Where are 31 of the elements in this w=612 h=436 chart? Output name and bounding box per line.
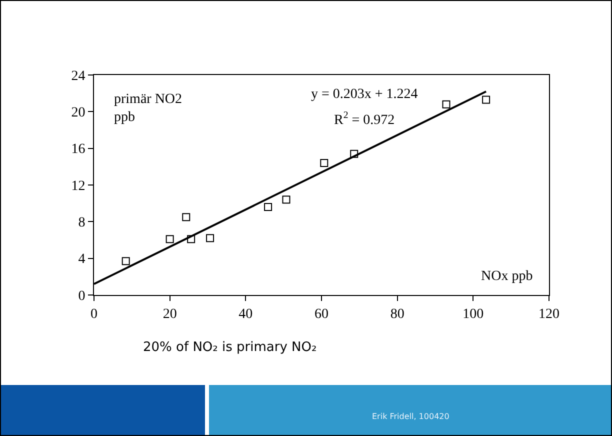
- y-tick-label: 16: [71, 142, 86, 158]
- x-tick-label: 100: [462, 306, 484, 322]
- point: [122, 257, 130, 266]
- x-tick-label: 40: [238, 306, 253, 322]
- y-tick-label: 12: [71, 178, 86, 194]
- x-tick-label: 60: [314, 306, 328, 322]
- point: [320, 159, 328, 167]
- y-axis-title: primär NO2 ppb: [114, 92, 182, 126]
- point: [206, 234, 214, 242]
- x-axis-title: NOx ppb: [481, 269, 533, 284]
- text: Erik Fridell, 100420: [372, 412, 450, 421]
- y-tick-label: 8: [78, 216, 86, 231]
- annotation: R$^{2}$ = 0.972: [334, 110, 395, 128]
- x-tick-label: 80: [390, 306, 404, 322]
- point: [282, 196, 290, 204]
- y-tick-label: 24: [71, 68, 86, 84]
- y-tick-label: 4: [78, 252, 86, 268]
- y-tick-label: 0: [78, 288, 86, 304]
- point: [166, 235, 174, 244]
- x-tick-label: 20: [162, 306, 177, 322]
- point: [482, 96, 490, 104]
- text: 20% of NO₂ is primary NO₂: [143, 340, 317, 355]
- x-tick-label: 0: [90, 306, 98, 322]
- point: [442, 100, 450, 108]
- annotation: y = 0.203x + 1.224: [311, 87, 418, 102]
- point: [264, 203, 272, 211]
- point: [187, 235, 196, 244]
- y-tick-label: 20: [71, 106, 86, 121]
- x-tick-label: 120: [538, 306, 560, 322]
- point: [350, 150, 358, 158]
- point: [182, 213, 190, 222]
